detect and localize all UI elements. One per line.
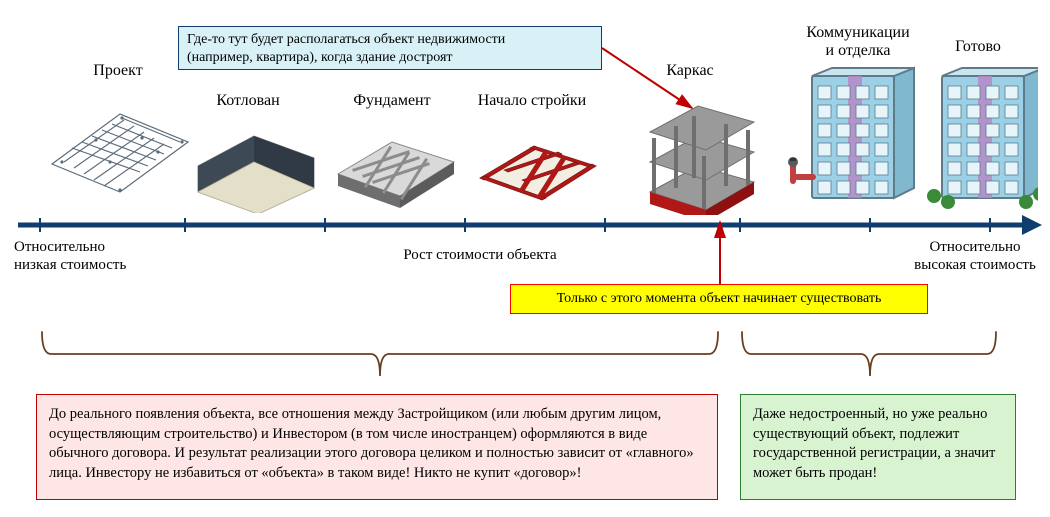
- note-left: До реального появления объекта, все отно…: [36, 394, 718, 500]
- diagram-canvas: Где-то тут будет располагаться объект не…: [0, 0, 1050, 517]
- note-right: Даже недостроенный, но уже реально сущес…: [740, 394, 1016, 500]
